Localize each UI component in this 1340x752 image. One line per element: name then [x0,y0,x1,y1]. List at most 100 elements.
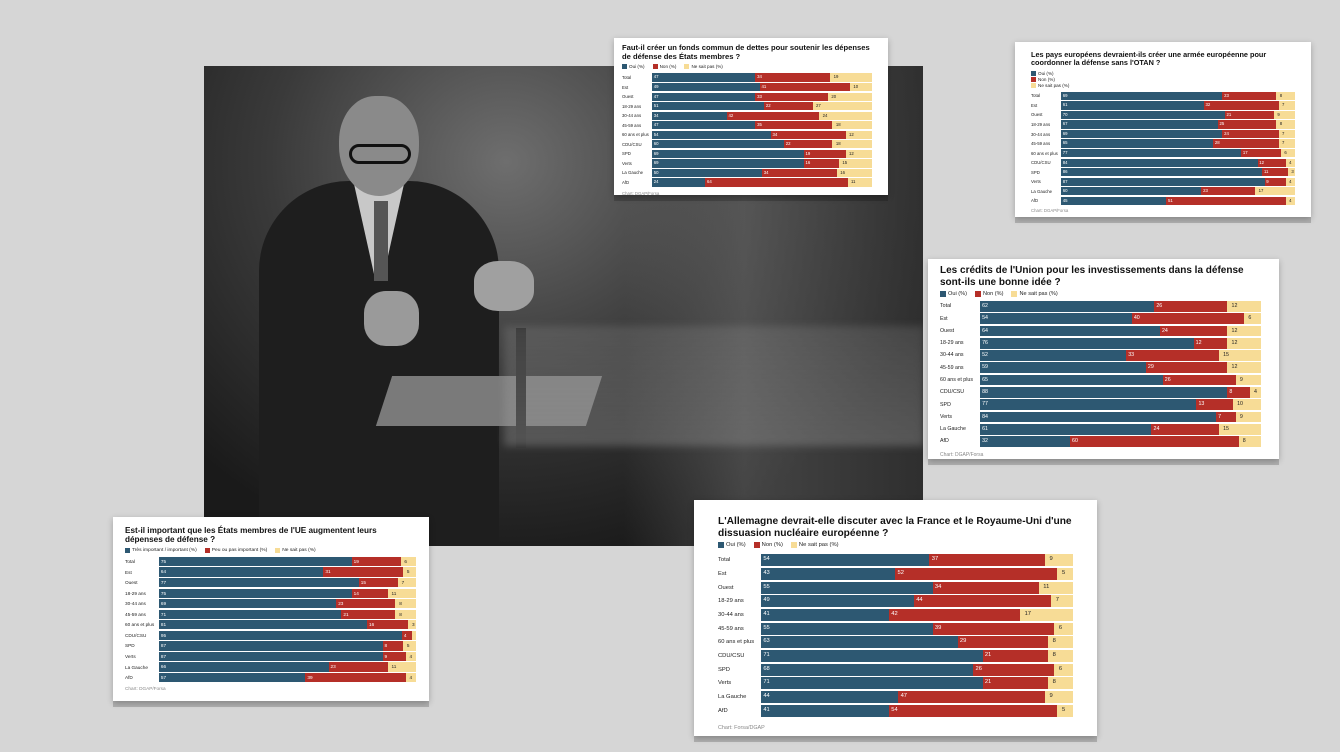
chart-row: Verts 87 9 4 [125,651,417,662]
legend-item-nsp: Ne sait pas (%) [684,64,723,70]
chart-row: 60 ans et plus 65 26 9 [940,374,1267,386]
stacked-bar: 61 32 7 [1061,101,1295,110]
stacked-bar: 34 42 24 [652,111,872,120]
seg-unsure: 6 [1054,622,1073,635]
category-label: Total [940,303,952,310]
legend-item-important: Très important / important (%) [125,547,197,553]
category-label: 30-44 ans [1031,131,1051,137]
chart-row: Verts 71 21 8 [718,677,1073,690]
legend-item-nsp: Ne sait pas (%) [1011,291,1058,297]
seg-yes: 69 [652,159,804,168]
category-label: SPD [125,643,135,649]
chart-row: 30-44 ans 41 42 17 [718,609,1073,622]
legend-label-peu-important: Peu ou pas important (%) [211,547,268,553]
category-label: CDU/CSU [622,141,642,147]
seg-no: 40 [1131,313,1245,324]
seg-yes: 88 [980,386,1228,398]
seg-unsure: 7 [1278,101,1295,110]
chart-row: 18-29 ans 75 14 11 [125,588,417,598]
stacked-bar: 68 26 6 [761,663,1073,676]
seg-unsure: 5 [1057,568,1073,580]
category-label: La Gauche [940,426,966,433]
chart-row: Ouest 70 21 9 [1031,110,1295,120]
seg-yes: 69 [1061,129,1223,139]
seg-no: 51 [1166,196,1286,205]
seg-no: 23 [1201,187,1256,196]
seg-yes: 87 [159,651,383,662]
chart-card-depenses: Est-il important que les États membres d… [113,517,429,701]
category-label: SPD [1031,169,1040,175]
category-label: Ouest [718,584,734,591]
seg-unsure: 20 [827,92,872,101]
seg-yes: 34 [652,111,727,120]
seg-yes: 41 [761,704,889,717]
stacked-bar: 59 29 12 [980,362,1261,374]
legend-item-oui: Oui (%) [622,64,645,70]
legend-item-nsp: Ne sait pas (%) [275,547,316,553]
chart-row: SPD 86 11 3 [1031,168,1295,177]
legend-label-non: Non (%) [1038,76,1055,82]
stacked-bar: 9541 [159,630,416,640]
seg-yes: 51 [652,102,765,111]
chart-source: Chart: Forsa/DGAP [718,724,765,731]
stacked-bar: 69 23 8 [159,599,416,609]
stacked-bar: 54 34 12 [652,130,872,139]
category-label: 60 ans et plus [718,639,755,646]
seg-no: 21 [982,677,1049,690]
stacked-bar: 69 16 15 [652,159,872,168]
seg-no: 64 [705,178,848,187]
seg-yes: 87 [159,641,383,651]
category-label: Verts [622,160,632,166]
category-label: AfD [622,179,630,185]
chart-source: Chart: DGAP/Forsa [622,190,660,196]
category-label: 45-59 ans [940,364,964,371]
seg-yes: 62 [980,301,1155,312]
category-label: AfD [718,707,728,714]
chart-rows: Total 75 19 6 Est 64 31 5 Ouest 77 15 7 18-29 ans 75 1… [125,556,417,683]
seg-no: 24 [1151,423,1219,435]
seg-no: 17 [1241,148,1281,158]
category-label: AfD [940,438,949,445]
seg-yes: 64 [980,325,1160,337]
stacked-bar: 24 64 11 [652,178,872,187]
seg-unsure: 3 [408,620,416,630]
chart-row: AfD 41 54 5 [718,704,1073,717]
legend-label-oui: Oui (%) [629,64,645,70]
legend-item-non: Non (%) [753,542,783,549]
seg-no: 16 [803,159,839,168]
seg-no: 16 [367,620,409,630]
seg-unsure: 17 [1255,187,1295,196]
legend-item-non: Non (%) [1031,76,1295,82]
seg-unsure: 8 [1238,436,1261,447]
seg-unsure: 12 [845,130,872,139]
chart-row: Total 47 34 19 [622,73,880,82]
seg-no: 21 [982,650,1049,663]
legend-swatch-nsp [684,64,690,70]
category-label: 18-29 ans [718,598,744,605]
seg-yes: 52 [980,350,1127,361]
stacked-bar: 76 12 12 [980,337,1261,349]
category-label: Est [940,315,948,322]
stacked-bar: 50 34 16 [652,168,872,178]
seg-no: 34 [755,73,831,82]
seg-no: 32 [1203,101,1279,110]
legend-swatch-oui [622,64,627,70]
seg-unsure: 24 [819,111,872,120]
category-label: Verts [125,654,136,659]
category-label: Total [1031,93,1041,99]
seg-no: 34 [770,130,846,139]
seg-yes: 76 [980,337,1194,349]
chart-row: Total 69 23 8 [1031,91,1295,101]
stacked-bar: 60 22 18 [652,140,872,149]
chart-row: Est 64 31 5 [125,567,417,577]
category-label: 18-29 ans [622,103,642,109]
seg-unsure: 4 [1249,386,1261,398]
chart-row: 60 ans et plus 81 16 3 [125,620,417,630]
seg-unsure: 6 [400,556,416,567]
stacked-bar: 55 34 11 [761,581,1073,594]
seg-yes: 84 [1061,158,1258,167]
category-label: Verts [718,680,732,687]
chart-title: Les crédits de l'Union pour les investis… [940,265,1244,288]
stacked-bar: 64 24 12 [980,325,1261,337]
seg-unsure: 9 [1044,691,1073,704]
